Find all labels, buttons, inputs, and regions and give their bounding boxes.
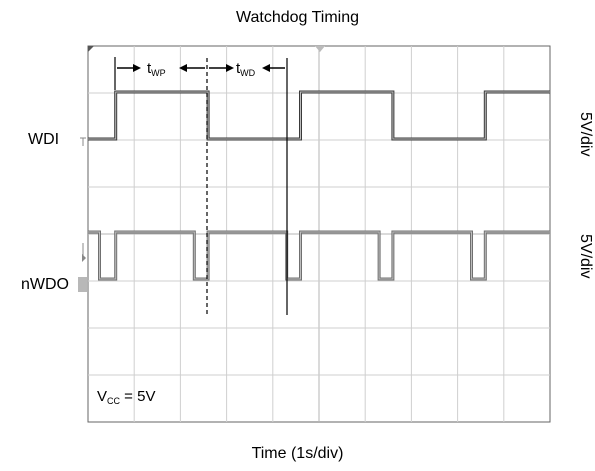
series-label-wdi: WDI bbox=[28, 131, 60, 148]
trace-edge-wdi bbox=[88, 91, 550, 140]
chart-title: Watchdog Timing bbox=[235, 9, 359, 26]
trigger-marker bbox=[315, 46, 325, 52]
twd-label: tWD bbox=[236, 60, 256, 78]
twp-label: tWP bbox=[147, 60, 166, 78]
x-axis-label: Time (1s/div) bbox=[251, 445, 344, 462]
corner-marker bbox=[88, 46, 94, 52]
series-label-nwdo: nWDO bbox=[21, 276, 69, 293]
ch2-marker bbox=[78, 243, 87, 292]
ch1-marker bbox=[80, 137, 86, 146]
vcc-annotation: VCC = 5V bbox=[97, 388, 155, 406]
trace-edge-nwdo bbox=[88, 231, 550, 280]
